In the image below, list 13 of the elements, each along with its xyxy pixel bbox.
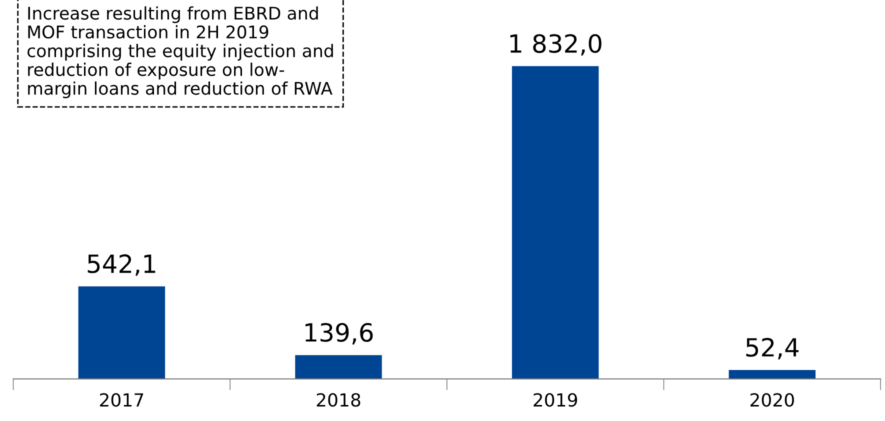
data-label: 139,6 xyxy=(305,322,373,344)
bar xyxy=(512,66,599,379)
x-tick-label: 2017 xyxy=(100,393,144,407)
x-tick-label: 2020 xyxy=(750,393,794,407)
annotation: Increase resulting from EBRD and MOF transaction in 2H 2019 comprising the equity injection and reduction of exposure on low- margin loans and reduction of RWA xyxy=(28,6,333,98)
bar xyxy=(728,370,816,379)
data-label: 1 832,0 xyxy=(510,34,602,56)
data-label: 52,4 xyxy=(746,338,799,360)
data-label: 542,1 xyxy=(88,254,156,276)
x-tick-label: 2019 xyxy=(534,393,578,407)
bar xyxy=(78,286,166,379)
bar xyxy=(295,355,382,379)
x-tick-label: 2018 xyxy=(316,393,360,407)
